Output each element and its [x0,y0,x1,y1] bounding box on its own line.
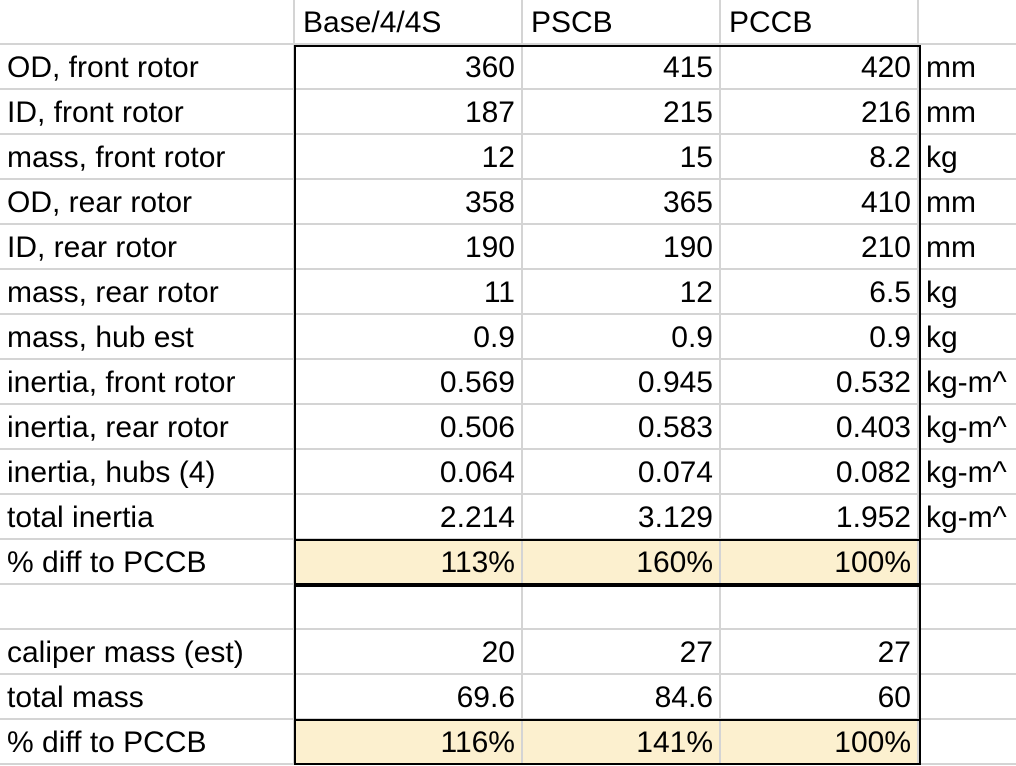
unit-cell[interactable]: mm [919,225,1016,270]
unit-cell[interactable] [919,585,1016,630]
unit-cell[interactable]: kg-m^ [919,450,1016,495]
value-cell-pscb[interactable]: 0.9 [523,315,721,360]
value-cell-pscb[interactable]: 27 [523,630,721,675]
header-unit-cell[interactable] [919,0,1016,45]
value-cell-pscb[interactable]: 415 [523,45,721,90]
row-label-cell[interactable]: caliper mass (est) [0,630,295,675]
value-cell-pscb[interactable]: 15 [523,135,721,180]
value-cell-pccb[interactable]: 27 [721,630,919,675]
value-cell-base[interactable]: 116% [295,720,523,765]
value-cell-pccb[interactable]: 0.532 [721,360,919,405]
value-cell-base[interactable]: 2.214 [295,495,523,540]
pct-row-top-border-2 [294,719,921,721]
row-label-cell[interactable]: ID, rear rotor [0,225,295,270]
value-cell-base[interactable]: 190 [295,225,523,270]
value-cell-pccb[interactable]: 6.5 [721,270,919,315]
unit-cell[interactable]: kg-m^ [919,405,1016,450]
row-label-cell[interactable]: OD, rear rotor [0,180,295,225]
unit-cell[interactable] [919,540,1016,585]
unit-cell[interactable] [919,720,1016,765]
row-label-cell[interactable]: % diff to PCCB [0,540,295,585]
unit-cell[interactable]: kg-m^ [919,495,1016,540]
row-label-cell[interactable]: mass, rear rotor [0,270,295,315]
row-label-cell[interactable]: total mass [0,675,295,720]
value-cell-base[interactable]: 11 [295,270,523,315]
column-header-base[interactable]: Base/4/4S [295,0,523,45]
row-label-cell[interactable]: mass, hub est [0,315,295,360]
row-label-cell[interactable]: total inertia [0,495,295,540]
value-cell-pccb[interactable]: 100% [721,540,919,585]
value-cell-base[interactable]: 0.9 [295,315,523,360]
value-cell-base[interactable]: 187 [295,90,523,135]
value-cell-pscb[interactable]: 0.583 [523,405,721,450]
value-cell-pccb[interactable]: 60 [721,675,919,720]
value-cell-pccb[interactable]: 0.082 [721,450,919,495]
value-cell-pccb[interactable]: 0.9 [721,315,919,360]
value-cell-base[interactable]: 0.064 [295,450,523,495]
value-cell-pccb[interactable]: 216 [721,90,919,135]
value-cell-pccb[interactable]: 0.403 [721,405,919,450]
header-corner-cell[interactable] [0,0,295,45]
row-label-cell[interactable]: % diff to PCCB [0,720,295,765]
column-header-pccb[interactable]: PCCB [721,0,919,45]
unit-cell[interactable] [919,630,1016,675]
row-label-cell[interactable]: ID, front rotor [0,90,295,135]
value-cell-pccb[interactable]: 100% [721,720,919,765]
value-cell-base[interactable]: 20 [295,630,523,675]
value-cell-pscb[interactable]: 141% [523,720,721,765]
row-label-cell[interactable]: mass, front rotor [0,135,295,180]
unit-cell[interactable] [919,675,1016,720]
row-label-cell[interactable]: inertia, hubs (4) [0,450,295,495]
value-cell-pscb[interactable]: 0.074 [523,450,721,495]
value-cell-pscb[interactable]: 84.6 [523,675,721,720]
unit-cell[interactable]: mm [919,90,1016,135]
value-cell-pccb[interactable]: 420 [721,45,919,90]
value-cell-pscb[interactable]: 190 [523,225,721,270]
unit-cell[interactable]: kg-m^ [919,360,1016,405]
value-cell-pscb[interactable]: 365 [523,180,721,225]
row-label-cell[interactable]: inertia, rear rotor [0,405,295,450]
value-cell-pscb[interactable] [523,585,721,630]
unit-cell[interactable]: kg [919,270,1016,315]
value-cell-base[interactable]: 12 [295,135,523,180]
value-cell-pccb[interactable]: 8.2 [721,135,919,180]
value-cell-pscb[interactable]: 160% [523,540,721,585]
value-cell-base[interactable]: 0.569 [295,360,523,405]
value-cell-pccb[interactable]: 1.952 [721,495,919,540]
row-label-cell[interactable]: OD, front rotor [0,45,295,90]
value-cell-base[interactable] [295,585,523,630]
value-cell-pscb[interactable]: 215 [523,90,721,135]
value-cell-pccb[interactable] [721,585,919,630]
value-cell-base[interactable]: 358 [295,180,523,225]
value-cell-pscb[interactable]: 3.129 [523,495,721,540]
value-cell-pccb[interactable]: 410 [721,180,919,225]
value-cell-pscb[interactable]: 0.945 [523,360,721,405]
value-cell-base[interactable]: 0.506 [295,405,523,450]
value-cell-base[interactable]: 113% [295,540,523,585]
column-header-pscb[interactable]: PSCB [523,0,721,45]
pct-row-top-border [294,539,921,541]
value-cell-base[interactable]: 69.6 [295,675,523,720]
unit-cell[interactable]: mm [919,45,1016,90]
row-label-cell[interactable]: inertia, front rotor [0,360,295,405]
unit-cell[interactable]: kg [919,315,1016,360]
unit-cell[interactable]: mm [919,180,1016,225]
value-cell-base[interactable]: 360 [295,45,523,90]
value-cell-pccb[interactable]: 210 [721,225,919,270]
value-cell-pscb[interactable]: 12 [523,270,721,315]
row-label-cell[interactable] [0,585,295,630]
unit-cell[interactable]: kg [919,135,1016,180]
